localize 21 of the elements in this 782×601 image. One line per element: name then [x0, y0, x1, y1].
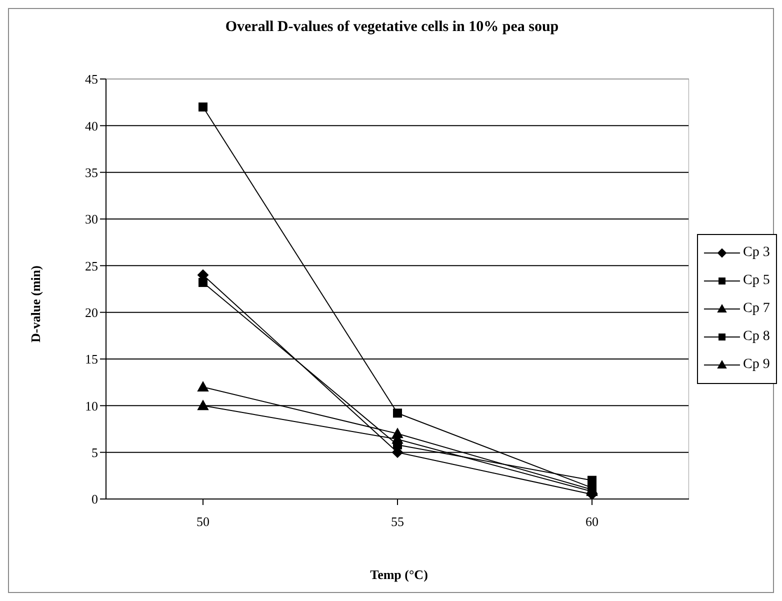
legend-label: Cp 3 [743, 245, 770, 261]
y-tick-label: 15 [85, 352, 98, 367]
y-axis-title: D-value (min) [28, 266, 44, 342]
y-tick-label: 0 [92, 492, 98, 507]
legend-label: Cp 7 [743, 301, 770, 317]
legend-label: Cp 9 [743, 357, 770, 373]
x-tick-label: 55 [391, 514, 404, 530]
y-tick-label: 45 [85, 72, 98, 87]
y-tick-label: 10 [85, 398, 98, 414]
y-tick-label: 40 [85, 118, 98, 134]
x-tick-label: 50 [196, 514, 210, 530]
x-axis-title: Temp (°C) [369, 567, 429, 583]
y-tick-label: 5 [92, 444, 98, 460]
y-tick-label: 30 [85, 212, 98, 227]
legend-label: Cp 8 [743, 329, 770, 345]
y-tick-label: 20 [85, 304, 98, 320]
y-tick-label: 25 [85, 258, 98, 274]
legend-label: Cp 5 [743, 273, 770, 289]
x-tick-label: 60 [586, 514, 598, 530]
chart-title: Overall D-values of vegetative cells in 10% pea soup [224, 19, 560, 36]
y-tick-label: 35 [85, 164, 98, 180]
